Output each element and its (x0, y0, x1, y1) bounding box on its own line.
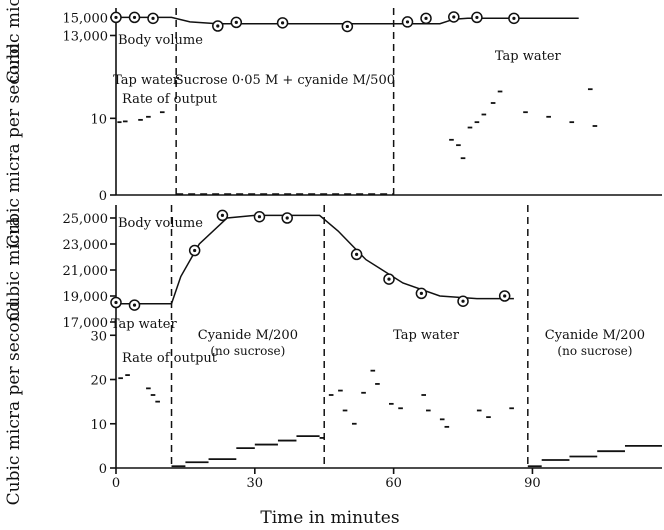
body-volume-label: Body volume (118, 216, 203, 231)
x-axis-label: Time in minutes (260, 508, 399, 528)
x-tick-label: 30 (247, 476, 264, 491)
phase-label: Tap water (111, 317, 178, 332)
volume-point-center (220, 213, 225, 217)
y-tick-label: 19,000 (63, 290, 109, 305)
volume-point-center (405, 20, 410, 24)
x-tick-label: 60 (385, 476, 402, 491)
volume-point-center (257, 215, 262, 219)
y-tick-label: 10 (90, 112, 107, 127)
phase-label: Cyanide M/200 (545, 328, 645, 343)
phase-dividers (170, 8, 529, 468)
y-tick-label: 25,000 (63, 212, 109, 227)
y-tick-label: 17,000 (63, 316, 109, 331)
volume-point-center (345, 24, 349, 29)
volume-point-center (424, 16, 428, 20)
x-tick-label: 0 (112, 476, 120, 491)
rate-output-label: Rate of output (122, 351, 218, 366)
body-volume-label: Body volume (118, 33, 203, 48)
volume-point-center (132, 303, 137, 307)
volume-point-center (355, 252, 359, 256)
volume-curve (116, 214, 514, 305)
phase-sublabel: (no sucrose) (557, 344, 632, 358)
volume-point-center (475, 15, 479, 20)
volume-point-center (285, 216, 289, 220)
volume-point-center (193, 248, 197, 253)
data-marks (110, 11, 662, 468)
rate-axis-title: Cubic micra per second (4, 300, 24, 505)
volume-axis-title: Cubic micra (4, 216, 24, 321)
volume-point-center (503, 294, 507, 298)
phase-label: Tap water (393, 328, 460, 343)
y-tick-label: 10 (90, 418, 107, 433)
volume-point-center (419, 291, 423, 295)
volume-point-center (132, 15, 137, 20)
y-tick-label: 0 (99, 462, 107, 477)
volume-point-center (234, 20, 238, 24)
y-tick-label: 13,000 (63, 29, 109, 44)
volume-point-center (216, 24, 220, 28)
y-tick-label: 0 (99, 189, 107, 204)
phase-label: Sucrose 0·05 M + cyanide M/500 (175, 73, 395, 88)
volume-point-center (280, 21, 285, 25)
volume-point-center (151, 16, 155, 20)
volume-point-center (387, 277, 391, 281)
y-tick-label: 21,000 (63, 264, 109, 279)
volume-curves (116, 16, 579, 305)
rate-output-label: Rate of output (122, 92, 218, 107)
x-tick-label: 90 (524, 476, 541, 491)
volume-point-center (461, 299, 465, 303)
volume-point-center (114, 300, 118, 305)
volume-point-center (512, 16, 516, 20)
phase-label: Cyanide M/200 (198, 328, 298, 343)
phase-label: Tap water (113, 73, 180, 88)
phase-label: Tap water (495, 49, 562, 64)
rate-axis-title: Cubic micra per second (4, 43, 24, 248)
y-tick-label: 30 (90, 329, 107, 344)
axes (110, 8, 662, 474)
y-tick-label: 15,000 (63, 11, 109, 26)
volume-point-center (114, 15, 118, 20)
phase-sublabel: (no sucrose) (210, 344, 285, 358)
volume-point-center (452, 15, 456, 19)
y-tick-label: 20 (90, 374, 107, 389)
y-tick-label: 23,000 (63, 238, 109, 253)
volume-axis-title: Cubic micra (4, 0, 24, 83)
volume-curve (116, 16, 579, 25)
